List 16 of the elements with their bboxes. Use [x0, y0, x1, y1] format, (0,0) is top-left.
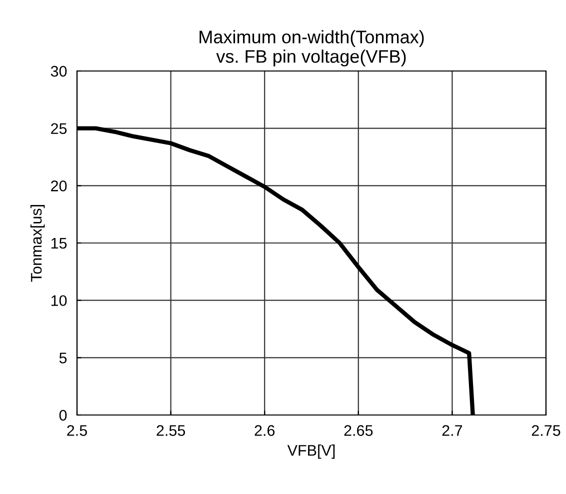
y-tick-label: 0 — [59, 410, 67, 421]
y-tick-label: 30 — [50, 66, 67, 77]
y-axis-title: Tonmax[us] — [30, 205, 45, 282]
y-tick-label: 15 — [51, 238, 67, 249]
x-axis-title: VFB[V] — [287, 444, 335, 459]
x-tick-label: 2.7 — [442, 425, 462, 436]
x-tick-label: 2.6 — [254, 425, 275, 436]
y-tick-label: 20 — [51, 180, 67, 192]
y-tick-label: 25 — [51, 123, 67, 134]
x-tick-label: 2.65 — [344, 425, 373, 436]
x-tick-label: 2.75 — [532, 425, 560, 436]
x-tick-label: 2.55 — [156, 425, 186, 436]
chart-title: Maximum on-width(Tonmax) vs. FB pin voltage(VFB) — [200, 30, 424, 66]
x-tick-label: 2.5 — [67, 425, 87, 436]
y-tick-label: 10 — [51, 295, 67, 306]
y-tick-label: 5 — [59, 352, 67, 364]
